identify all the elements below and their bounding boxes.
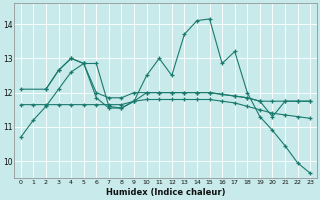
X-axis label: Humidex (Indice chaleur): Humidex (Indice chaleur) [106, 188, 225, 197]
